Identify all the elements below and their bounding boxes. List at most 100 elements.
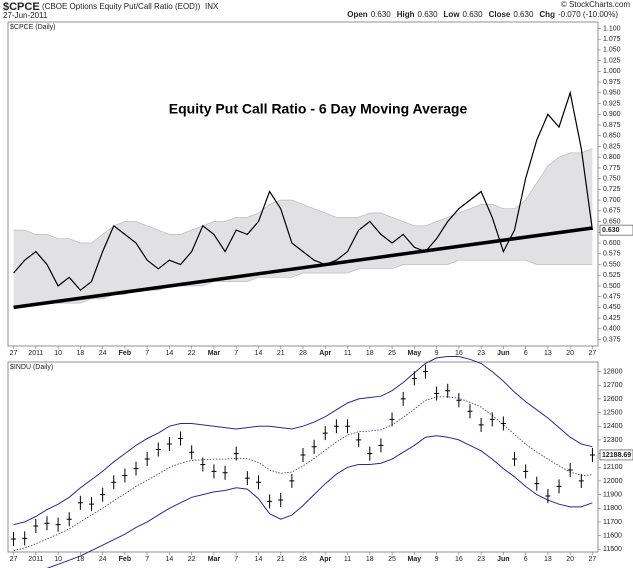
x-tick-label: Jun: [497, 556, 509, 563]
price-bar: [178, 431, 184, 446]
price-bar: [166, 437, 172, 452]
price-bar: [345, 419, 351, 434]
price-bar: [155, 442, 161, 457]
price-bar: [467, 404, 473, 419]
description: (CBOE Options Equity Put/Call Ratio (EOD…: [42, 2, 201, 11]
y-tick-label: 12000: [603, 478, 623, 485]
y-tick-label: 12500: [603, 409, 623, 416]
band-line: [13, 356, 593, 526]
x-tick-label: Jun: [497, 350, 509, 357]
price-bar: [22, 531, 28, 546]
x-tick-label: 27: [589, 556, 597, 563]
x-tick-label: Apr: [319, 556, 331, 563]
x-tick-label: 27: [10, 556, 18, 563]
band-line: [13, 259, 593, 308]
quote-label: Close: [489, 10, 511, 19]
y-tick-label: 0.650: [603, 218, 621, 225]
y-tick-label: 0.800: [603, 154, 621, 161]
price-bar: [489, 412, 495, 427]
x-tick-label: 6: [524, 556, 528, 563]
price-bar: [200, 457, 206, 472]
y-tick-label: 1.100: [603, 25, 621, 32]
price-bar: [233, 446, 239, 461]
price-bar: [267, 494, 273, 509]
x-tick-label: 22: [188, 350, 196, 357]
x-tick-label: 10: [54, 556, 62, 563]
y-tick-label: 0.425: [603, 315, 621, 322]
x-tick-label: 14: [255, 350, 263, 357]
price-bar: [578, 473, 584, 488]
x-tick-label: 25: [388, 556, 396, 563]
y-tick-label: 12100: [603, 464, 623, 471]
last-value-label: 0.630: [602, 227, 620, 234]
panel-label: $CPCE (Daily): [10, 24, 56, 31]
price-bar: [567, 462, 573, 477]
y-tick-label: 0.600: [603, 240, 621, 247]
x-tick-label: 18: [366, 350, 374, 357]
price-bar: [311, 439, 317, 454]
y-tick-label: 0.675: [603, 208, 621, 215]
x-tick-label: 7: [234, 350, 238, 357]
price-bar: [389, 412, 395, 427]
quote-value: 0.630: [371, 10, 392, 19]
y-tick-label: 12400: [603, 423, 623, 430]
y-tick-label: 0.550: [603, 261, 621, 268]
quote-label: Open: [347, 10, 368, 19]
band-area: [13, 148, 593, 308]
price-bar: [77, 495, 83, 510]
x-tick-label: 27: [10, 350, 18, 357]
x-tick-label: 16: [455, 556, 463, 563]
y-tick-label: 0.475: [603, 293, 621, 300]
x-tick-label: Feb: [119, 350, 131, 357]
x-tick-label: 23: [477, 556, 485, 563]
price-bar: [445, 383, 451, 398]
price-bar: [356, 432, 362, 447]
y-tick-label: 12600: [603, 396, 623, 403]
price-bar: [556, 479, 562, 494]
quote-label: Chg: [539, 10, 555, 19]
y-tick-label: 12300: [603, 437, 623, 444]
x-tick-label: 25: [388, 350, 396, 357]
last-value-box: [599, 449, 633, 461]
y-tick-label: 0.825: [603, 143, 621, 150]
price-bar: [122, 468, 128, 483]
y-tick-label: 0.850: [603, 133, 621, 140]
y-tick-label: 0.900: [603, 111, 621, 118]
y-tick-label: 0.775: [603, 165, 621, 172]
y-tick-label: 11700: [603, 519, 622, 526]
x-tick-label: 9: [435, 556, 439, 563]
x-tick-label: 22: [188, 556, 196, 563]
x-tick-label: 7: [145, 350, 149, 357]
price-bar: [478, 417, 484, 432]
y-tick-label: 12700: [603, 382, 623, 389]
y-tick-label: 0.975: [603, 79, 621, 86]
price-bar: [300, 447, 306, 462]
x-tick-label: 21: [277, 556, 285, 563]
y-tick-label: 1.000: [603, 68, 621, 75]
y-tick-label: 0.575: [603, 251, 621, 258]
y-tick-label: 0.925: [603, 100, 621, 107]
x-tick-label: 28: [299, 556, 307, 563]
y-tick-label: 0.375: [603, 336, 621, 343]
x-tick-label: 27: [589, 350, 597, 357]
price-bar: [500, 416, 506, 431]
x-tick-label: 23: [477, 350, 485, 357]
price-bar: [367, 446, 373, 461]
x-tick-label: Feb: [119, 556, 131, 563]
x-tick-label: 18: [366, 556, 374, 563]
price-bar: [189, 445, 195, 460]
price-bar: [255, 475, 261, 490]
y-tick-label: 1.050: [603, 47, 621, 54]
price-bar: [222, 465, 228, 480]
band-line: [13, 396, 593, 551]
x-tick-label: 7: [145, 556, 149, 563]
price-bar: [66, 512, 72, 527]
ratio-line: [13, 90, 593, 292]
y-tick-label: 0.750: [603, 175, 621, 182]
x-tick-label: 11: [344, 350, 351, 357]
y-tick-label: 0.950: [603, 90, 621, 97]
exchange: INX: [205, 2, 219, 11]
quote-value: 0.630: [513, 10, 534, 19]
x-tick-label: Mar: [208, 350, 221, 357]
x-tick-label: 2011: [28, 556, 43, 563]
